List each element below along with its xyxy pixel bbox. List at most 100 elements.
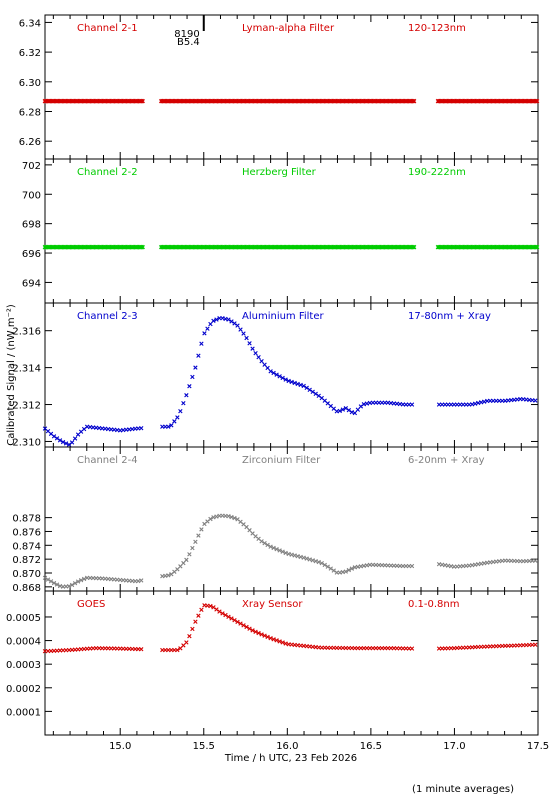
data-point [72,436,78,441]
data-point [187,384,192,389]
data-point [355,407,361,412]
data-point [316,559,321,565]
data-point [57,438,63,443]
data-point [226,317,231,322]
data-point [54,582,60,587]
data-point [328,566,333,571]
data-point [169,423,174,428]
data-point [298,554,303,560]
y-tick-label: 0.872 [12,555,41,566]
panel-channel-2-1: 6.34 6.32 6.30 6.28 6.26 Channel 2-1 Lyman-alp… [19,14,540,160]
data-point [193,539,198,545]
data-point [283,641,288,646]
panel-channel-label: GOES [77,599,105,610]
averaging-note: (1 minute averages) [412,784,514,795]
data-point [63,441,69,446]
data-point [349,566,355,571]
data-point [208,321,213,327]
data-point [349,410,355,415]
data-point [265,634,270,640]
y-tick-label: 0.0003 [6,660,41,671]
data-point [140,244,145,250]
data-point [322,562,327,568]
data-point [193,619,198,624]
data-point [283,550,288,556]
data-point [289,379,294,385]
y-tick-label: 0.876 [12,527,41,538]
data-point [262,362,267,367]
data-point [229,514,234,520]
data-point [313,391,318,397]
data-point [534,244,540,250]
data-point [346,567,352,573]
data-point [247,528,252,533]
data-point [343,406,349,411]
panel-filter-label: Lyman-alpha Filter [242,23,335,34]
data-point [45,577,51,582]
data-point [214,317,219,322]
data-point [172,419,177,424]
panel-channel-2-2: 702 700 698 696 694 Channel 2-2 Herzberg Filte… [22,158,540,304]
data-point [280,640,285,645]
x-tick-label: 17.5 [527,741,549,752]
data-point [259,632,264,637]
data-point [205,326,210,331]
data-point [280,549,285,554]
data-point [217,609,222,614]
data-point [232,617,237,623]
data-point [292,380,297,386]
data-point [298,382,303,388]
data-point [190,374,195,380]
y-tick-label: 696 [22,249,41,260]
data-point [286,378,291,384]
data-point [166,573,171,578]
data-point [304,385,309,391]
data-point [187,633,192,639]
panel-channel-2-4: 0.878 0.876 0.874 0.872 0.870 0.868 Channel 2-… [12,446,539,594]
data-point [72,581,78,586]
data-point [211,515,216,520]
data-point [533,642,538,647]
series-channel-2-2 [42,244,540,250]
data-point [271,370,276,376]
x-tick-label: 16.5 [360,741,382,752]
data-point [190,626,195,632]
y-tick-label: 702 [22,161,41,172]
data-point [277,374,282,379]
data-point [346,408,352,413]
panel-band-label: 0.1-0.8nm [408,599,460,610]
data-point [208,516,213,522]
data-point [199,527,204,532]
data-point [277,639,282,644]
data-point [211,318,216,324]
data-point [364,401,370,406]
data-point [268,369,273,374]
series-channel-2-1 [42,98,540,104]
chart-panels: 6.34 6.32 6.30 6.28 6.26 Channel 2-1 Lyman-alp… [6,14,540,736]
data-point [469,402,475,407]
data-point [307,557,312,562]
data-point [256,355,261,360]
data-point [190,545,195,551]
data-point [48,579,54,584]
panel-channel-label: Channel 2-2 [77,167,138,178]
data-point [244,524,249,530]
data-point [265,365,270,371]
data-point [175,647,180,653]
panel-channel-2-3: 2.316 2.314 2.312 2.310 Channel 2-3 Aluminium… [12,302,539,448]
data-point [187,552,192,557]
y-tick-label: 694 [22,278,41,289]
data-point [211,605,216,610]
data-point [478,400,484,405]
data-point [259,539,264,544]
panel-frame [44,590,539,736]
data-point [140,98,145,104]
data-point [274,546,279,552]
data-point [475,400,481,406]
y-axis-title: Calibrated Signal / (nW m⁻²) [6,304,17,446]
data-point [304,556,309,561]
data-point [51,580,57,586]
panel-frame [44,446,539,592]
